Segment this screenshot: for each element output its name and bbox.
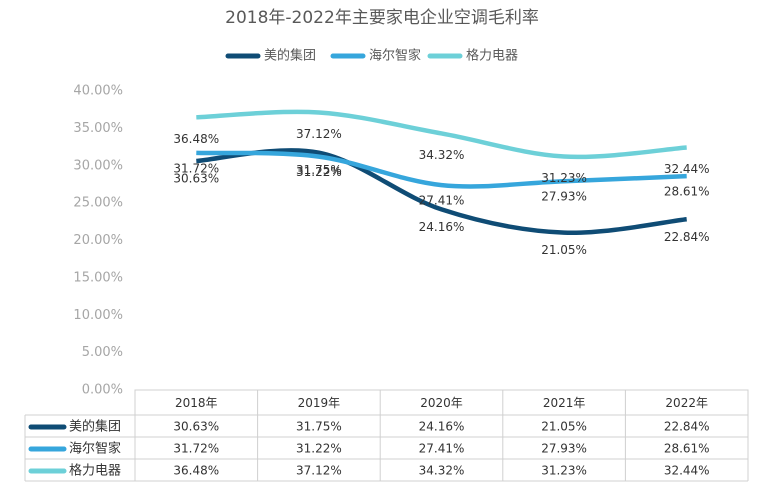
table-value: 27.41% [419,442,465,456]
data-label: 31.75% [296,163,342,177]
y-tick-label: 5.00% [82,345,123,360]
legend-label: 美的集团 [264,48,316,64]
data-label: 31.72% [173,161,219,175]
y-tick-label: 30.00% [73,158,123,173]
table-value: 32.44% [664,464,710,478]
data-label: 37.12% [296,127,342,141]
table-value: 28.61% [664,442,710,456]
table-value: 31.75% [296,420,342,434]
data-label: 31.23% [541,171,587,185]
table-value: 30.63% [173,420,219,434]
data-label: 28.61% [664,185,710,199]
table-header-label: 2018年 [175,396,218,410]
data-label: 27.41% [419,194,465,208]
y-tick-label: 0.00% [82,383,123,398]
table-header-label: 2022年 [665,396,708,410]
table-value: 22.84% [664,420,710,434]
data-label: 31.22% [296,165,342,179]
line [196,148,687,236]
table-series-name: 格力电器 [69,463,121,479]
chart-title: 2018年-2022年主要家电企业空调毛利率 [225,8,539,28]
table-header-label: 2020年 [420,396,463,410]
table-header-label: 2021年 [543,396,586,410]
data-label: 24.16% [419,220,465,234]
y-tick-label: 25.00% [73,196,123,211]
data-label: 36.48% [173,132,219,146]
line [196,150,687,189]
data-label: 27.93% [541,190,587,204]
table-value: 21.05% [541,420,587,434]
table-header-label: 2019年 [298,396,341,410]
table-series-name: 海尔智家 [69,441,121,457]
table-value: 24.16% [419,420,465,434]
legend-label: 格力电器 [466,48,518,64]
data-label: 30.63% [173,172,219,186]
table-series-name: 美的集团 [69,419,121,435]
y-tick-label: 15.00% [73,270,123,285]
data-label: 34.32% [419,148,465,162]
line [196,109,687,160]
y-tick-label: 35.00% [73,121,123,136]
table-value: 31.22% [296,442,342,456]
table-value: 27.93% [541,442,587,456]
y-tick-label: 40.00% [73,84,123,99]
data-label: 21.05% [541,243,587,257]
y-tick-label: 10.00% [73,308,123,323]
table-value: 37.12% [296,464,342,478]
table-value: 31.23% [541,464,587,478]
data-label: 22.84% [664,230,710,244]
table-value: 31.72% [173,442,219,456]
data-label: 32.44% [664,162,710,176]
legend-label: 海尔智家 [369,48,421,64]
table-value: 36.48% [173,464,219,478]
table-value: 34.32% [419,464,465,478]
y-tick-label: 20.00% [73,233,123,248]
